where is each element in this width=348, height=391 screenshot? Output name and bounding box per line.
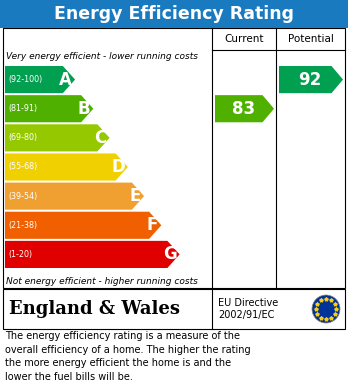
Text: (81-91): (81-91) — [8, 104, 37, 113]
Bar — [0, 0, 348, 28]
Polygon shape — [279, 66, 343, 93]
Bar — [3, 289, 345, 329]
Polygon shape — [5, 153, 128, 181]
Text: Energy Efficiency Rating: Energy Efficiency Rating — [54, 5, 294, 23]
Text: G: G — [163, 246, 177, 264]
Polygon shape — [5, 241, 180, 268]
Text: B: B — [78, 100, 90, 118]
Text: EU Directive
2002/91/EC: EU Directive 2002/91/EC — [218, 298, 278, 320]
Text: Potential: Potential — [287, 34, 333, 44]
Text: The energy efficiency rating is a measure of the
overall efficiency of a home. T: The energy efficiency rating is a measur… — [5, 331, 251, 382]
Polygon shape — [5, 212, 161, 239]
Text: F: F — [147, 216, 158, 234]
Text: (21-38): (21-38) — [8, 221, 37, 230]
Text: Very energy efficient - lower running costs: Very energy efficient - lower running co… — [6, 52, 198, 61]
Polygon shape — [5, 124, 110, 151]
Bar — [3, 28, 345, 288]
Polygon shape — [5, 66, 75, 93]
Polygon shape — [5, 95, 93, 122]
Text: (1-20): (1-20) — [8, 250, 32, 259]
Text: (69-80): (69-80) — [8, 133, 37, 142]
Text: Current: Current — [224, 34, 264, 44]
Text: D: D — [111, 158, 125, 176]
Text: (92-100): (92-100) — [8, 75, 42, 84]
Polygon shape — [215, 95, 274, 122]
Polygon shape — [5, 183, 144, 210]
Circle shape — [312, 295, 340, 323]
Text: 83: 83 — [232, 100, 255, 118]
Text: C: C — [94, 129, 106, 147]
Text: 92: 92 — [298, 70, 322, 89]
Text: (39-54): (39-54) — [8, 192, 37, 201]
Text: A: A — [59, 70, 72, 89]
Text: England & Wales: England & Wales — [9, 300, 180, 318]
Text: E: E — [130, 187, 141, 205]
Text: (55-68): (55-68) — [8, 163, 37, 172]
Text: Not energy efficient - higher running costs: Not energy efficient - higher running co… — [6, 277, 198, 286]
